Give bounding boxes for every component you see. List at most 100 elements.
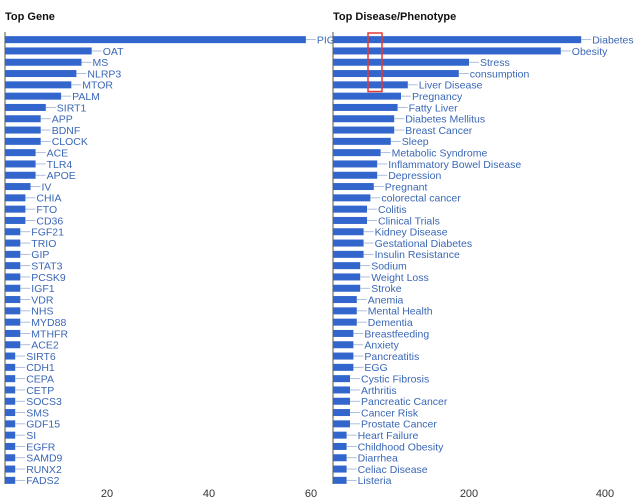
disease-bar-breast-cancer[interactable]: [333, 126, 395, 134]
gene-bar-sirt6[interactable]: [5, 352, 16, 360]
disease-label-heart-failure: Heart Failure: [358, 430, 419, 442]
disease-bar-diarrhea[interactable]: [333, 454, 347, 462]
gene-bar-mtor[interactable]: [5, 81, 72, 89]
gene-bar-stat3[interactable]: [5, 262, 21, 270]
disease-bar-depression[interactable]: [333, 171, 378, 179]
disease-label-liver-disease: Liver Disease: [419, 80, 483, 92]
gene-label-iv: IV: [42, 181, 52, 193]
gene-bar-ms[interactable]: [5, 58, 82, 66]
gene-bar-ace2[interactable]: [5, 341, 21, 349]
gene-bar-pig[interactable]: [5, 36, 306, 44]
disease-label-fatty-liver: Fatty Liver: [409, 102, 459, 114]
gene-bar-si[interactable]: [5, 431, 16, 439]
disease-bar-colorectal-cancer[interactable]: [333, 194, 371, 202]
disease-bar-diabetes[interactable]: [333, 36, 582, 44]
disease-bar-liver-disease[interactable]: [333, 81, 408, 89]
disease-bar-stroke[interactable]: [333, 284, 361, 292]
gene-bar-cepa[interactable]: [5, 375, 16, 383]
gene-bar-samd9[interactable]: [5, 454, 16, 462]
gene-bar-cd36[interactable]: [5, 216, 26, 224]
disease-bar-inflammatory-bowel-disease[interactable]: [333, 160, 378, 168]
gene-bar-gdf15[interactable]: [5, 420, 16, 428]
disease-label-consumption: consumption: [470, 68, 530, 80]
disease-bar-mental-health[interactable]: [333, 307, 357, 315]
disease-label-diabetes: Diabetes: [592, 34, 633, 46]
disease-bar-heart-failure[interactable]: [333, 431, 347, 439]
disease-bar-weight-loss[interactable]: [333, 273, 361, 281]
disease-bar-dementia[interactable]: [333, 318, 357, 326]
gene-bar-mthfr[interactable]: [5, 329, 21, 337]
disease-bar-pregnancy[interactable]: [333, 92, 401, 100]
gene-bar-clock[interactable]: [5, 137, 41, 145]
gene-bar-chia[interactable]: [5, 194, 26, 202]
disease-bar-sleep[interactable]: [333, 137, 391, 145]
gene-bar-oat[interactable]: [5, 47, 92, 55]
gene-bar-egfr[interactable]: [5, 442, 16, 450]
gene-bar-nlrp3[interactable]: [5, 70, 77, 78]
gene-bar-trio[interactable]: [5, 239, 21, 247]
gene-label-cdh1: CDH1: [26, 362, 55, 374]
disease-bar-prostate-cancer[interactable]: [333, 420, 350, 428]
disease-bar-egg[interactable]: [333, 363, 354, 371]
disease-bar-metabolic-syndrome[interactable]: [333, 149, 381, 157]
gene-label-mthfr: MTHFR: [31, 328, 68, 340]
gene-bar-gip[interactable]: [5, 250, 21, 258]
gene-bar-apoe[interactable]: [5, 171, 36, 179]
disease-bar-pancreatitis[interactable]: [333, 352, 354, 360]
disease-bar-consumption[interactable]: [333, 70, 459, 78]
disease-bar-childhood-obesity[interactable]: [333, 442, 347, 450]
disease-bar-pancreatic-cancer[interactable]: [333, 397, 350, 405]
gene-bar-socs3[interactable]: [5, 397, 16, 405]
disease-bar-anxiety[interactable]: [333, 341, 354, 349]
gene-label-fads2: FADS2: [26, 475, 59, 487]
disease-x-tick-label: 200: [460, 488, 478, 500]
gene-bar-tlr4[interactable]: [5, 160, 36, 168]
gene-bar-sirt1[interactable]: [5, 103, 46, 111]
gene-bar-ace[interactable]: [5, 149, 36, 157]
gene-bar-iv[interactable]: [5, 183, 31, 191]
gene-bar-myd88[interactable]: [5, 318, 21, 326]
disease-bar-gestational-diabetes[interactable]: [333, 239, 364, 247]
disease-bar-anemia[interactable]: [333, 296, 357, 304]
disease-bar-kidney-disease[interactable]: [333, 228, 364, 236]
gene-bar-cdh1[interactable]: [5, 363, 16, 371]
disease-x-tick-label: 400: [596, 488, 614, 500]
disease-bar-stress[interactable]: [333, 58, 469, 66]
gene-bar-bdnf[interactable]: [5, 126, 41, 134]
gene-label-trio: TRIO: [31, 238, 56, 250]
disease-bar-cystic-fibrosis[interactable]: [333, 375, 350, 383]
disease-bar-sodium[interactable]: [333, 262, 361, 270]
disease-label-stroke: Stroke: [371, 283, 402, 295]
disease-bar-diabetes-mellitus[interactable]: [333, 115, 395, 123]
gene-label-palm: PALM: [72, 91, 100, 103]
gene-x-tick-label: 40: [203, 488, 215, 500]
disease-label-diabetes-mellitus: Diabetes Mellitus: [405, 114, 485, 126]
disease-bar-pregnant[interactable]: [333, 183, 374, 191]
disease-bar-listeria[interactable]: [333, 476, 347, 484]
disease-bar-arthritis[interactable]: [333, 386, 350, 394]
gene-bar-igf1[interactable]: [5, 284, 21, 292]
gene-bar-sms[interactable]: [5, 409, 16, 417]
gene-bar-nhs[interactable]: [5, 307, 21, 315]
gene-bar-fto[interactable]: [5, 205, 26, 213]
gene-bar-app[interactable]: [5, 115, 41, 123]
gene-bar-fads2[interactable]: [5, 476, 16, 484]
disease-label-anemia: Anemia: [368, 294, 404, 306]
disease-bar-breastfeeding[interactable]: [333, 329, 354, 337]
disease-bar-cancer-risk[interactable]: [333, 409, 350, 417]
gene-bar-fgf21[interactable]: [5, 228, 21, 236]
disease-bar-colitis[interactable]: [333, 205, 367, 213]
disease-bar-insulin-resistance[interactable]: [333, 250, 364, 258]
gene-bar-palm[interactable]: [5, 92, 62, 100]
gene-bar-vdr[interactable]: [5, 296, 21, 304]
gene-label-egfr: EGFR: [26, 441, 56, 453]
disease-bar-celiac-disease[interactable]: [333, 465, 347, 473]
disease-bar-obesity[interactable]: [333, 47, 561, 55]
disease-bar-fatty-liver[interactable]: [333, 103, 398, 111]
gene-bar-runx2[interactable]: [5, 465, 16, 473]
gene-bar-pcsk9[interactable]: [5, 273, 21, 281]
gene-bar-cetp[interactable]: [5, 386, 16, 394]
disease-label-sodium: Sodium: [371, 260, 407, 272]
gene-label-sirt1: SIRT1: [57, 102, 87, 114]
disease-bar-clinical-trials[interactable]: [333, 216, 367, 224]
